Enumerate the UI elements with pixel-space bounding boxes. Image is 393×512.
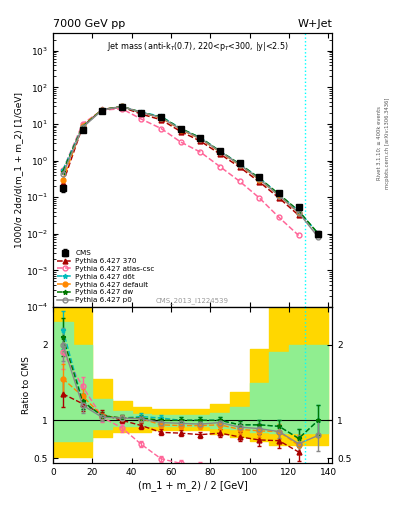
Pythia 6.427 p0	[277, 193, 281, 199]
Line: Pythia 6.427 d6t: Pythia 6.427 d6t	[61, 104, 321, 236]
Pythia 6.427 default	[257, 177, 262, 183]
Pythia 6.427 370	[159, 117, 163, 123]
Pythia 6.427 default	[119, 103, 124, 110]
Pythia 6.427 p0	[257, 176, 262, 182]
Pythia 6.427 d6t	[139, 109, 144, 115]
Pythia 6.427 atlas-csc	[198, 149, 203, 155]
Pythia 6.427 p0	[296, 209, 301, 216]
Pythia 6.427 dw	[178, 125, 183, 132]
Pythia 6.427 370	[296, 212, 301, 218]
Pythia 6.427 dw	[139, 110, 144, 116]
Pythia 6.427 default	[277, 193, 281, 199]
X-axis label: (m_1 + m_2) / 2 [GeV]: (m_1 + m_2) / 2 [GeV]	[138, 480, 248, 491]
Pythia 6.427 atlas-csc	[178, 139, 183, 145]
Pythia 6.427 default	[139, 110, 144, 116]
Pythia 6.427 p0	[159, 115, 163, 121]
Legend: CMS, Pythia 6.427 370, Pythia 6.427 atlas-csc, Pythia 6.427 d6t, Pythia 6.427 de: CMS, Pythia 6.427 370, Pythia 6.427 atla…	[55, 249, 156, 305]
Line: Pythia 6.427 p0: Pythia 6.427 p0	[61, 104, 321, 240]
Pythia 6.427 d6t	[237, 161, 242, 167]
Pythia 6.427 dw	[198, 135, 203, 141]
Pythia 6.427 370	[218, 151, 222, 157]
Pythia 6.427 atlas-csc	[119, 105, 124, 112]
Pythia 6.427 d6t	[316, 231, 321, 237]
Pythia 6.427 atlas-csc	[139, 116, 144, 122]
Pythia 6.427 p0	[80, 124, 85, 131]
Text: Rivet 3.1.10; ≥ 400k events: Rivet 3.1.10; ≥ 400k events	[377, 106, 382, 180]
Pythia 6.427 370	[257, 179, 262, 185]
Line: Pythia 6.427 dw: Pythia 6.427 dw	[61, 104, 321, 236]
Pythia 6.427 atlas-csc	[159, 125, 163, 132]
Pythia 6.427 dw	[257, 175, 262, 181]
Pythia 6.427 atlas-csc	[80, 121, 85, 127]
Pythia 6.427 p0	[100, 107, 105, 113]
Pythia 6.427 p0	[61, 172, 65, 178]
Pythia 6.427 default	[218, 149, 222, 155]
Pythia 6.427 default	[296, 210, 301, 216]
Pythia 6.427 370	[100, 106, 105, 113]
Pythia 6.427 370	[237, 164, 242, 170]
Pythia 6.427 p0	[218, 148, 222, 155]
Pythia 6.427 default	[159, 115, 163, 121]
Y-axis label: Ratio to CMS: Ratio to CMS	[22, 356, 31, 414]
Pythia 6.427 dw	[100, 106, 105, 113]
Line: Pythia 6.427 370: Pythia 6.427 370	[61, 104, 301, 218]
Pythia 6.427 dw	[218, 148, 222, 154]
Pythia 6.427 dw	[296, 208, 301, 214]
Pythia 6.427 370	[119, 104, 124, 110]
Pythia 6.427 dw	[277, 191, 281, 197]
Pythia 6.427 370	[277, 195, 281, 201]
Pythia 6.427 p0	[178, 126, 183, 132]
Pythia 6.427 p0	[198, 136, 203, 142]
Pythia 6.427 atlas-csc	[218, 164, 222, 170]
Pythia 6.427 dw	[119, 103, 124, 110]
Text: 7000 GeV pp: 7000 GeV pp	[53, 19, 125, 29]
Pythia 6.427 d6t	[178, 125, 183, 132]
Pythia 6.427 default	[61, 177, 65, 183]
Text: CMS_2013_I1224539: CMS_2013_I1224539	[156, 297, 229, 304]
Text: mcplots.cern.ch [arXiv:1306.3436]: mcplots.cern.ch [arXiv:1306.3436]	[385, 98, 389, 189]
Pythia 6.427 atlas-csc	[237, 178, 242, 184]
Pythia 6.427 dw	[61, 168, 65, 175]
Pythia 6.427 370	[178, 129, 183, 135]
Pythia 6.427 d6t	[119, 103, 124, 110]
Pythia 6.427 370	[198, 138, 203, 144]
Pythia 6.427 d6t	[159, 113, 163, 119]
Pythia 6.427 atlas-csc	[100, 107, 105, 113]
Pythia 6.427 p0	[119, 103, 124, 110]
Pythia 6.427 d6t	[296, 208, 301, 214]
Pythia 6.427 atlas-csc	[61, 167, 65, 173]
Pythia 6.427 d6t	[277, 191, 281, 197]
Line: Pythia 6.427 atlas-csc: Pythia 6.427 atlas-csc	[61, 106, 301, 238]
Pythia 6.427 d6t	[80, 123, 85, 130]
Pythia 6.427 d6t	[198, 135, 203, 141]
Pythia 6.427 d6t	[218, 148, 222, 154]
Pythia 6.427 370	[61, 180, 65, 186]
Text: W+Jet: W+Jet	[297, 19, 332, 29]
Pythia 6.427 d6t	[100, 106, 105, 113]
Pythia 6.427 d6t	[257, 175, 262, 181]
Y-axis label: 1000/σ 2dσ/d(m_1 + m_2) [1/GeV]: 1000/σ 2dσ/d(m_1 + m_2) [1/GeV]	[14, 92, 23, 248]
Text: Jet mass (anti-k$_T$(0.7), 220<p$_T$<300, |y|<2.5): Jet mass (anti-k$_T$(0.7), 220<p$_T$<300…	[107, 40, 289, 53]
Pythia 6.427 default	[198, 136, 203, 142]
Pythia 6.427 dw	[159, 114, 163, 120]
Pythia 6.427 atlas-csc	[257, 195, 262, 201]
Pythia 6.427 default	[80, 122, 85, 129]
Pythia 6.427 d6t	[61, 167, 65, 173]
Pythia 6.427 370	[80, 123, 85, 130]
Pythia 6.427 p0	[237, 162, 242, 168]
Pythia 6.427 dw	[237, 161, 242, 167]
Pythia 6.427 p0	[139, 110, 144, 116]
Pythia 6.427 default	[100, 106, 105, 113]
Pythia 6.427 p0	[316, 234, 321, 240]
Pythia 6.427 atlas-csc	[277, 215, 281, 221]
Pythia 6.427 default	[178, 126, 183, 133]
Pythia 6.427 default	[237, 162, 242, 168]
Pythia 6.427 dw	[316, 231, 321, 237]
Line: Pythia 6.427 default: Pythia 6.427 default	[61, 104, 301, 216]
Pythia 6.427 dw	[80, 123, 85, 130]
Pythia 6.427 370	[139, 111, 144, 117]
Pythia 6.427 atlas-csc	[296, 232, 301, 239]
